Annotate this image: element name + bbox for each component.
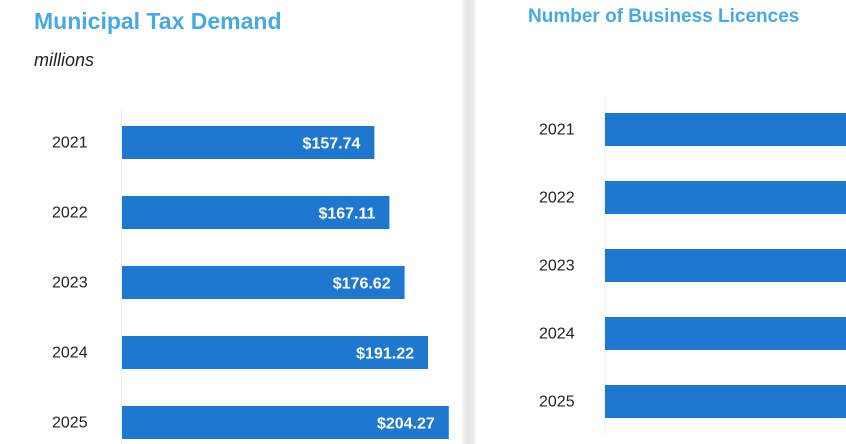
business-licences-panel: Number of Business Licences 202111,02520… [476, 0, 846, 444]
chart-title: Number of Business Licences [528, 6, 800, 27]
data-label: $176.62 [333, 276, 391, 293]
category-label: 2024 [52, 345, 88, 362]
axis-line [604, 95, 605, 436]
category-label: 2021 [52, 135, 88, 152]
data-label: $167.11 [318, 206, 375, 223]
bar [605, 113, 846, 146]
bar [122, 266, 405, 299]
bar [605, 181, 846, 214]
category-label: 2021 [539, 122, 575, 139]
category-label: 2025 [52, 415, 88, 432]
bar [122, 406, 449, 439]
bar [122, 126, 375, 159]
axis-line [121, 108, 122, 444]
category-label: 2022 [52, 205, 88, 222]
bar [605, 317, 846, 350]
chart-subtitle: millions [34, 50, 95, 70]
category-label: 2023 [539, 258, 575, 275]
bar [605, 249, 846, 282]
business-licences-chart: 202111,025202211,542202312,134202412,487… [539, 95, 846, 436]
bar [605, 385, 846, 418]
panel-divider [462, 0, 476, 444]
bar [122, 196, 390, 229]
municipal-tax-chart: 2021 $157.74 2022 $167.11 2023 $176.62 2024 $19… [52, 108, 449, 444]
data-label: $204.27 [377, 416, 435, 433]
category-label: 2025 [539, 394, 575, 411]
municipal-tax-panel: Municipal Tax Demand millions 2021 $157.7… [34, 8, 449, 444]
category-label: 2023 [52, 275, 88, 292]
data-label: $191.22 [356, 346, 414, 363]
bar [122, 336, 428, 369]
category-label: 2022 [539, 190, 575, 207]
chart-title: Municipal Tax Demand [34, 8, 282, 34]
data-label: $157.74 [303, 136, 361, 153]
category-label: 2024 [539, 326, 575, 343]
